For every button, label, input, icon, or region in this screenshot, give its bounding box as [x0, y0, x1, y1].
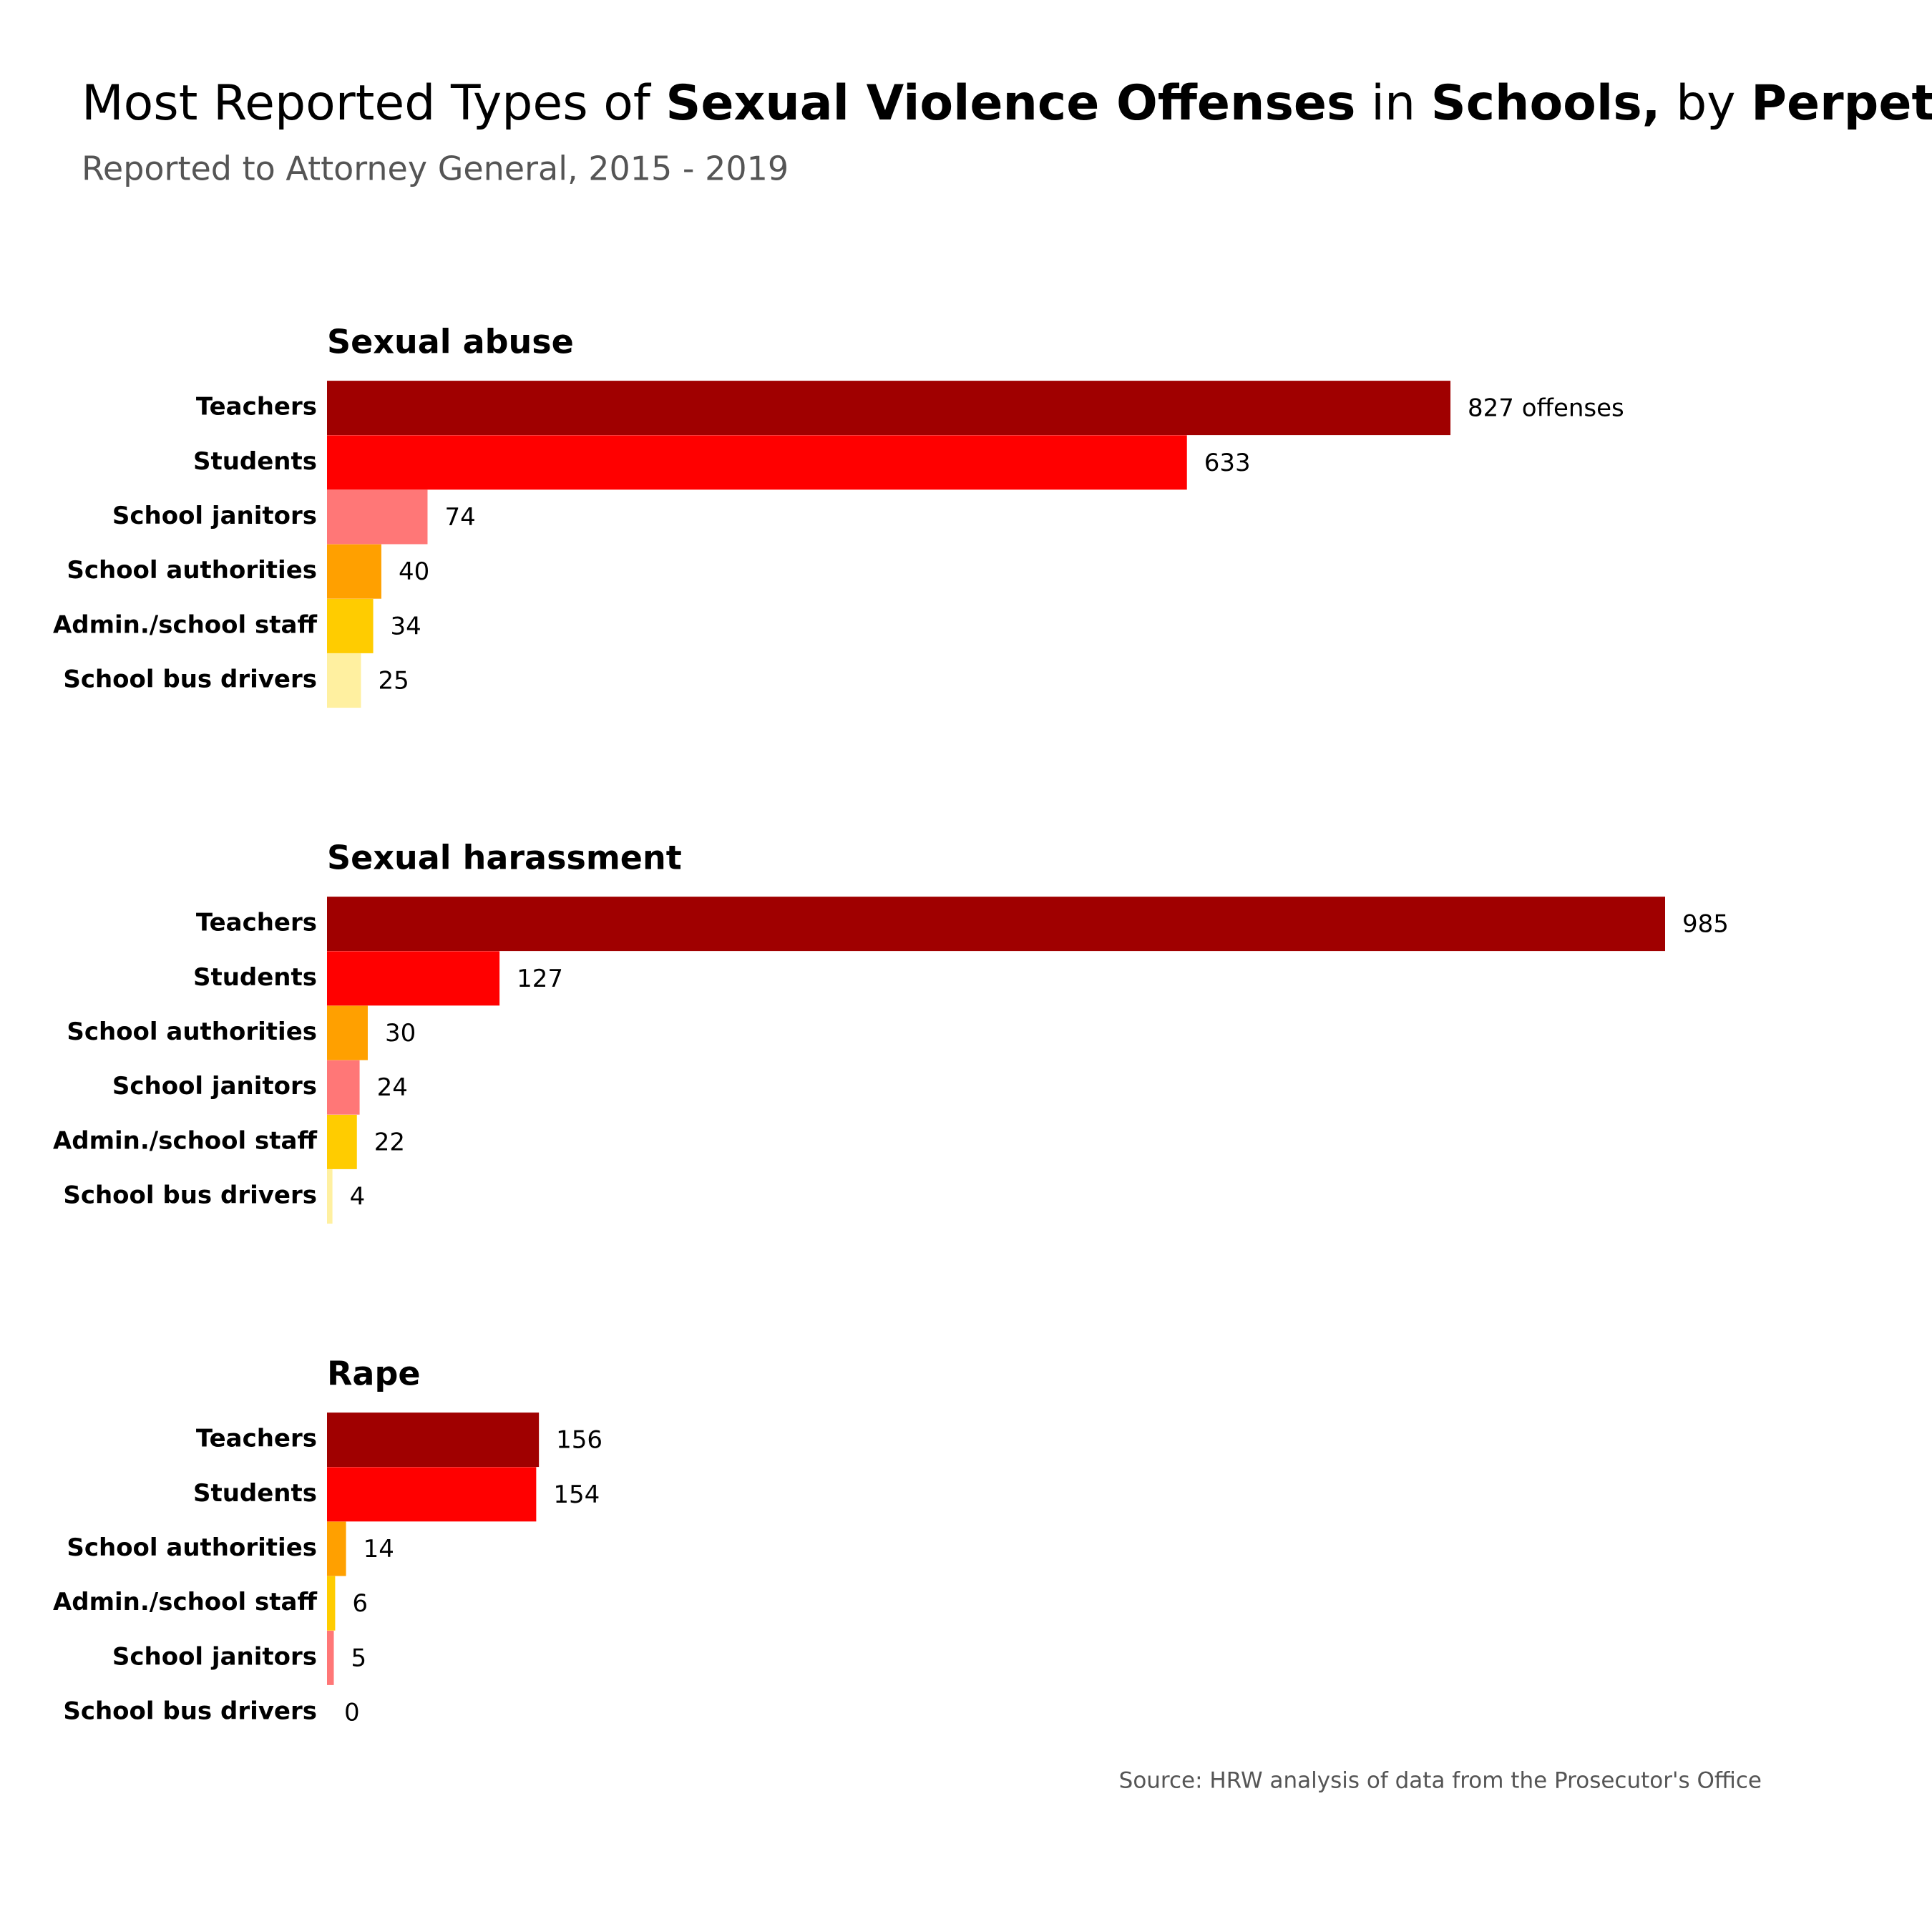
value-label: 127: [517, 965, 563, 993]
y-tick-label: School authorities: [67, 1533, 317, 1562]
title-part: Most Reported Types of: [82, 75, 665, 132]
bar: [327, 653, 361, 708]
value-label: 14: [364, 1535, 394, 1563]
bar: [327, 598, 374, 653]
bar: [327, 1630, 334, 1685]
y-tick-label: School janitors: [112, 1072, 317, 1101]
bar: [327, 1114, 357, 1169]
bar: [327, 1169, 333, 1224]
bar: [327, 1005, 368, 1060]
bar: [327, 1576, 336, 1631]
value-label: 0: [344, 1699, 360, 1727]
y-tick-label: School authorities: [67, 556, 317, 585]
title-part: by: [1661, 75, 1752, 132]
value-label: 985: [1682, 910, 1729, 939]
bar: [327, 1413, 540, 1468]
value-label: 30: [385, 1019, 416, 1048]
bar: [327, 435, 1187, 490]
y-tick-label: Students: [193, 963, 317, 992]
y-tick-label: Students: [193, 447, 317, 476]
y-tick-label: School bus drivers: [63, 665, 317, 694]
value-label: 827 offenses: [1468, 394, 1624, 423]
value-label: 22: [374, 1128, 405, 1156]
bar: [327, 1467, 537, 1522]
bar: [327, 1521, 346, 1576]
value-label: 633: [1204, 449, 1251, 477]
value-label: 156: [556, 1426, 602, 1455]
chart-title: Most Reported Types of Sexual Violence O…: [82, 75, 1932, 132]
bar: [327, 951, 500, 1006]
chart-subtitle: Reported to Attorney General, 2015 - 201…: [82, 150, 789, 188]
y-tick-label: School bus drivers: [63, 1697, 317, 1726]
value-label: 40: [399, 557, 429, 586]
y-tick-label: Teachers: [196, 909, 317, 937]
value-label: 25: [378, 667, 409, 696]
value-label: 34: [391, 612, 421, 640]
y-tick-label: Admin./school staff: [53, 610, 318, 639]
y-tick-label: School janitors: [112, 1642, 317, 1671]
bar: [327, 1060, 360, 1115]
panel-title: Sexual abuse: [327, 323, 574, 361]
y-tick-label: School janitors: [112, 502, 317, 530]
value-label: 74: [444, 503, 475, 532]
bar: [327, 489, 428, 545]
title-part: Perpetrator: [1751, 75, 1932, 132]
y-tick-label: Admin./school staff: [53, 1126, 318, 1155]
y-tick-label: School authorities: [67, 1018, 317, 1046]
value-label: 5: [351, 1644, 366, 1672]
value-label: 4: [350, 1183, 366, 1211]
title-part: in: [1356, 75, 1431, 132]
panel-title: Rape: [327, 1355, 421, 1393]
source-note: Source: HRW analysis of data from the Pr…: [1119, 1768, 1762, 1794]
bar: [327, 381, 1451, 436]
value-label: 6: [352, 1589, 368, 1618]
bar: [327, 897, 1665, 952]
title-part: Schools,: [1431, 75, 1661, 132]
bar: [327, 544, 381, 599]
y-tick-label: Teachers: [196, 393, 317, 421]
value-label: 24: [377, 1073, 408, 1102]
panel-title: Sexual harassment: [327, 839, 682, 877]
y-tick-label: School bus drivers: [63, 1181, 317, 1210]
y-tick-label: Teachers: [196, 1425, 317, 1453]
value-label: 154: [553, 1480, 600, 1509]
y-tick-label: Students: [193, 1479, 317, 1508]
title-part: Sexual Violence Offenses: [665, 75, 1355, 132]
y-tick-label: Admin./school staff: [53, 1588, 318, 1616]
